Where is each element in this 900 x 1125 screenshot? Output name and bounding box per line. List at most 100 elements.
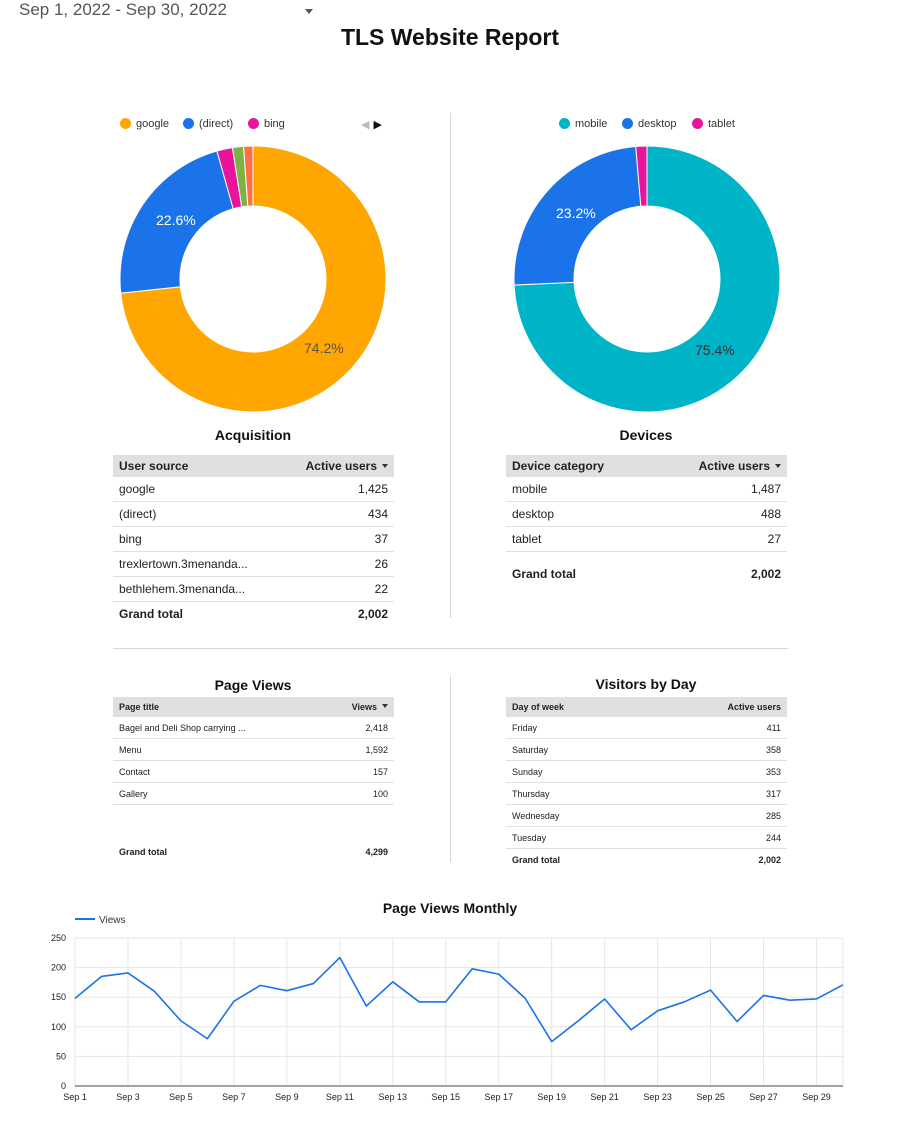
legend-item-desktop: desktop — [622, 118, 677, 130]
grand-total-label: Grand total — [512, 567, 577, 581]
cell-users: 27 — [653, 526, 787, 552]
cell-views: 157 — [321, 760, 394, 783]
table-row[interactable]: Saturday 358 — [506, 738, 787, 761]
cell-day: Wednesday — [506, 804, 645, 827]
donut-slice-direct — [119, 150, 234, 294]
table-row[interactable]: Menu 1,592 — [113, 738, 394, 761]
cell-users: 434 — [281, 501, 394, 527]
legend-label: (direct) — [199, 118, 234, 130]
table-row[interactable]: Tuesday 244 — [506, 826, 787, 849]
legend-item-tablet: tablet — [692, 118, 735, 130]
x-tick-label: Sep 29 — [802, 1092, 831, 1102]
y-tick-label: 50 — [56, 1051, 66, 1061]
y-tick-label: 100 — [51, 1022, 66, 1032]
date-range-selector[interactable]: Sep 1, 2022 - Sep 30, 2022 — [0, 0, 340, 24]
cell-users: 244 — [644, 826, 787, 849]
x-tick-label: Sep 9 — [275, 1092, 299, 1102]
column-header-active-users[interactable]: Active users — [653, 455, 787, 477]
x-tick-label: Sep 19 — [537, 1092, 566, 1102]
column-header-user-source[interactable]: User source — [113, 455, 282, 477]
legend-dot — [183, 118, 194, 129]
next-page-icon[interactable]: ▶ — [373, 119, 382, 131]
cell-users: 285 — [644, 804, 787, 827]
column-header-views[interactable]: Views — [321, 697, 394, 717]
donut-slice-google — [120, 145, 387, 413]
visitors-by-day-table: Day of week Active users Friday 411 Satur… — [506, 697, 787, 870]
table-row[interactable]: Friday 411 — [506, 717, 787, 739]
x-tick-label: Sep 23 — [643, 1092, 672, 1102]
top-vertical-divider — [450, 113, 451, 618]
table-row[interactable]: Wednesday 285 — [506, 804, 787, 827]
cell-category: mobile — [506, 477, 654, 502]
table-row[interactable]: Gallery 100 — [113, 782, 394, 805]
donut-slice-tablet — [635, 145, 648, 207]
devices-legend: mobile desktop tablet — [559, 118, 759, 134]
cell-views: 2,418 — [321, 717, 394, 739]
chevron-down-icon — [305, 9, 313, 14]
legend-label: desktop — [638, 118, 677, 130]
visitors-by-day-title: Visitors by Day — [595, 676, 697, 692]
table-row[interactable]: tablet 27 — [506, 526, 787, 552]
table-row[interactable]: (direct) 434 — [113, 501, 394, 527]
cell-day: Sunday — [506, 760, 645, 783]
x-tick-label: Sep 17 — [484, 1092, 513, 1102]
legend-swatch — [75, 918, 95, 920]
cell-users: 37 — [281, 526, 394, 552]
cell-category: tablet — [506, 526, 654, 552]
cell-views: 1,592 — [321, 738, 394, 761]
previous-page-icon[interactable]: ◀ — [361, 119, 370, 131]
sort-desc-icon — [382, 704, 388, 708]
legend-item-google: google — [120, 118, 169, 130]
table-row[interactable]: desktop 488 — [506, 501, 787, 527]
legend-label: bing — [264, 118, 285, 130]
cell-users: 488 — [653, 501, 787, 527]
legend-label: Views — [99, 915, 126, 926]
table-row[interactable]: bethlehem.3menanda... 22 — [113, 576, 394, 602]
devices-table: Device category Active users mobile 1,487… — [506, 455, 787, 596]
cell-views: 100 — [321, 782, 394, 805]
x-tick-label: Sep 15 — [431, 1092, 460, 1102]
cell-source: bethlehem.3menanda... — [113, 576, 282, 602]
cell-page: Gallery — [113, 782, 322, 805]
table-row[interactable]: trexlertown.3menanda... 26 — [113, 551, 394, 577]
table-row[interactable]: google 1,425 — [113, 477, 394, 502]
sort-desc-icon — [382, 464, 388, 468]
legend-item-bing: bing — [248, 118, 285, 130]
x-tick-label: Sep 21 — [590, 1092, 619, 1102]
table-row[interactable]: Sunday 353 — [506, 760, 787, 783]
table-row[interactable]: Bagel and Deli Shop carrying ... 2,418 — [113, 717, 394, 739]
cell-source: trexlertown.3menanda... — [113, 551, 282, 577]
legend-dot — [248, 118, 259, 129]
x-tick-label: Sep 1 — [63, 1092, 87, 1102]
table-row[interactable]: Contact 157 — [113, 760, 394, 783]
cell-users: 353 — [644, 760, 787, 783]
column-header-label: Active users — [698, 459, 770, 473]
table-row[interactable]: Thursday 317 — [506, 782, 787, 805]
table-row[interactable]: mobile 1,487 — [506, 477, 787, 502]
column-header-active-users[interactable]: Active users — [644, 697, 787, 717]
cell-day: Thursday — [506, 782, 645, 805]
legend-pager: ◀ ▶ — [361, 118, 382, 131]
cell-day: Friday — [506, 717, 645, 739]
column-header-active-users[interactable]: Active users — [281, 455, 394, 477]
devices-title: Devices — [619, 427, 673, 443]
grand-total-label: Grand total — [119, 847, 168, 857]
donut-label-google: 74.2% — [304, 340, 344, 356]
grand-total-label: Grand total — [119, 607, 184, 621]
table-header-row: User source Active users — [113, 455, 394, 477]
grand-total-row: Grand total 4,299 — [113, 805, 394, 862]
column-header-page-title[interactable]: Page title — [113, 697, 322, 717]
legend-label: tablet — [708, 118, 735, 130]
legend-item-mobile: mobile — [559, 118, 607, 130]
x-tick-label: Sep 3 — [116, 1092, 140, 1102]
bottom-vertical-divider — [450, 675, 451, 862]
table-row[interactable]: bing 37 — [113, 526, 394, 552]
x-tick-label: Sep 11 — [326, 1092, 354, 1102]
grand-total-value: 4,299 — [365, 847, 388, 857]
cell-users: 317 — [644, 782, 787, 805]
column-header-day-of-week[interactable]: Day of week — [506, 697, 645, 717]
column-header-device-category[interactable]: Device category — [506, 455, 654, 477]
donut-slice-desktop — [513, 145, 642, 286]
cell-users: 1,487 — [653, 477, 787, 502]
x-tick-label: Sep 5 — [169, 1092, 193, 1102]
